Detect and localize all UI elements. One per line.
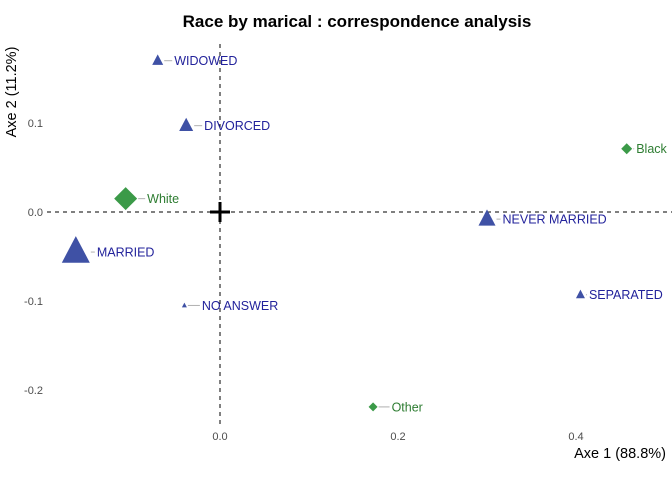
point-label-married: MARRIED	[97, 245, 155, 259]
point-label-no-answer: NO ANSWER	[202, 299, 278, 313]
data-point-no-answer	[181, 302, 187, 308]
point-label-other: Other	[392, 400, 423, 414]
x-axis-label: Axe 1 (88.8%)	[574, 446, 666, 462]
data-point-divorced	[179, 117, 194, 131]
data-point-married	[61, 236, 90, 263]
y-tick-label: 0.0	[28, 207, 43, 219]
reference-lines-layer	[47, 44, 672, 427]
x-tick-label: 0.0	[212, 431, 227, 443]
point-label-divorced: DIVORCED	[204, 119, 270, 133]
chart-title: Race by marical : correspondence analysi…	[183, 12, 532, 31]
y-tick-label: 0.1	[28, 118, 43, 130]
tick-labels-layer: 0.0 0.2 0.4 0.1 0.0 -0.1 -0.2	[24, 118, 584, 443]
data-point-white	[114, 187, 138, 211]
data-point-never-married	[478, 209, 496, 226]
y-tick-label: -0.2	[24, 385, 43, 397]
y-axis-label: Axe 2 (11.2%)	[4, 47, 20, 138]
data-points-layer: WIDOWED DIVORCED MARRIED NO ANSWER NEVER MAR…	[61, 54, 668, 414]
point-label-never-married: NEVER MARRIED	[503, 212, 607, 226]
x-tick-label: 0.4	[568, 431, 583, 443]
y-tick-label: -0.1	[24, 296, 43, 308]
data-point-separated	[575, 289, 585, 299]
data-point-widowed	[152, 54, 164, 65]
point-label-widowed: WIDOWED	[174, 54, 237, 68]
point-label-separated: SEPARATED	[589, 288, 663, 302]
data-point-black	[621, 143, 633, 155]
data-point-other	[368, 402, 378, 412]
point-label-black: Black	[636, 142, 667, 156]
x-tick-label: 0.2	[390, 431, 405, 443]
point-label-white: White	[147, 192, 179, 206]
